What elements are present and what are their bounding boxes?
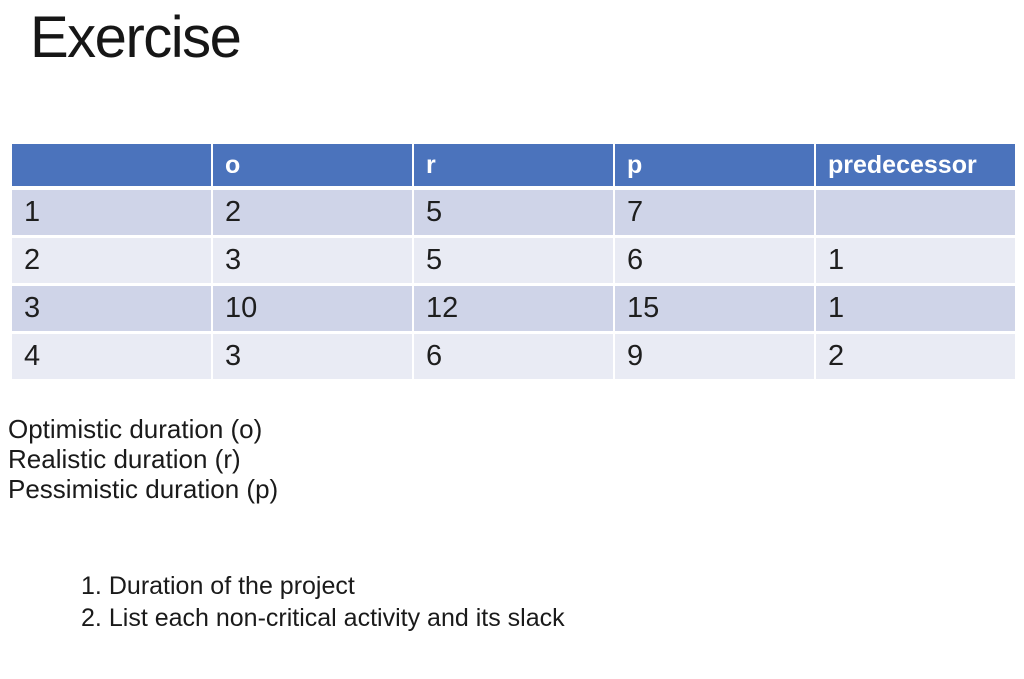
row1-p: 7 (613, 187, 816, 238)
question-2-number: 2. (81, 604, 102, 632)
legend-line-pessimistic: Pessimistic duration (p) (8, 474, 279, 504)
row1-o: 2 (211, 187, 414, 238)
legend-line-realistic: Realistic duration (r) (8, 444, 241, 474)
table-row-2: 2 3 5 6 1 (10, 235, 1017, 286)
row3-p: 15 (613, 283, 816, 334)
table-row-1: 1 2 5 7 (10, 187, 1017, 238)
row2-p: 6 (613, 235, 816, 286)
table-row-3: 3 10 12 15 1 (10, 283, 1017, 334)
row2-o: 3 (211, 235, 414, 286)
header-cell-activity (10, 142, 213, 190)
table-row-4: 4 3 6 9 2 (10, 331, 1017, 382)
row1-predecessor (814, 187, 1017, 238)
question-item-1: 1. Duration of the project (81, 570, 565, 602)
header-cell-r: r (412, 142, 615, 190)
question-item-2: 2. List each non-critical activity and it… (81, 602, 565, 634)
question-list: 1. Duration of the project 2. List each no… (81, 570, 565, 634)
row1-activity: 1 (10, 187, 213, 238)
row3-o: 10 (211, 283, 414, 334)
question-2-text: List each non-critical activity and its … (108, 604, 565, 632)
row4-p: 9 (613, 331, 816, 382)
row3-activity: 3 (10, 283, 213, 334)
header-cell-p: p (613, 142, 816, 190)
row3-r: 12 (412, 283, 615, 334)
row4-predecessor: 2 (814, 331, 1017, 382)
row1-r: 5 (412, 187, 615, 238)
row3-predecessor: 1 (814, 283, 1017, 334)
row4-activity: 4 (10, 331, 213, 382)
question-1-text: Duration of the project (108, 572, 355, 600)
row4-r: 6 (412, 331, 615, 382)
page-title: Exercise (30, 5, 242, 70)
row2-predecessor: 1 (814, 235, 1017, 286)
row2-activity: 2 (10, 235, 213, 286)
table-header-row: o r p predecessor (10, 142, 1017, 190)
row4-o: 3 (211, 331, 414, 382)
header-cell-predecessor: predecessor (814, 142, 1017, 190)
legend-line-optimistic: Optimistic duration (o) (8, 414, 263, 444)
header-cell-o: o (211, 142, 414, 190)
row2-r: 5 (412, 235, 615, 286)
activity-table: o r p predecessor 1 2 5 7 2 3 5 6 1 (10, 142, 1017, 382)
duration-legend: Optimistic duration (o) Realistic durati… (8, 414, 278, 504)
question-1-number: 1. (81, 572, 102, 600)
